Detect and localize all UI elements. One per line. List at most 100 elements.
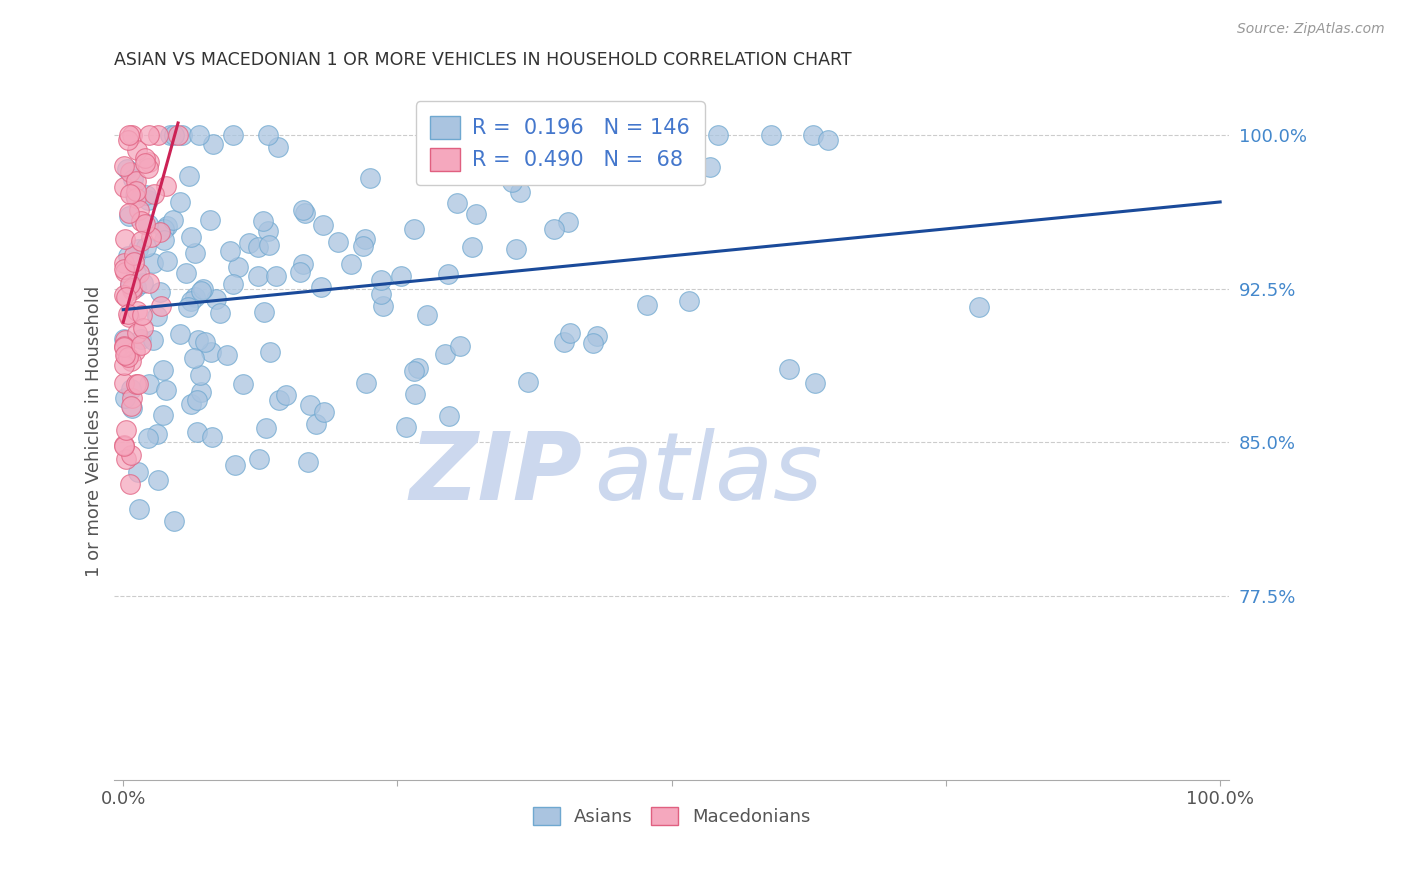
Point (136, 161, 159, 175)
Point (266, 139, 288, 153)
Point (232, 376, 254, 391)
Point (125, 174, 148, 188)
Point (801, 128, 824, 143)
Point (135, 240, 157, 254)
Point (138, 376, 160, 391)
Point (114, 232, 136, 246)
Point (326, 235, 349, 249)
Point (124, 188, 146, 202)
Point (761, 128, 783, 143)
Point (112, 288, 135, 302)
Point (134, 156, 156, 170)
Point (131, 338, 153, 352)
Point (817, 132, 839, 146)
Point (114, 392, 136, 406)
Point (121, 281, 143, 295)
Point (131, 308, 153, 322)
Point (124, 248, 146, 262)
Point (247, 269, 270, 284)
Point (292, 257, 315, 271)
Text: ZIP: ZIP (409, 427, 582, 520)
Point (114, 423, 136, 437)
Point (118, 128, 141, 143)
Point (224, 458, 246, 472)
Point (117, 307, 139, 321)
Point (256, 128, 278, 143)
Point (209, 306, 232, 320)
Point (290, 265, 312, 279)
Point (120, 382, 142, 396)
Point (292, 202, 315, 217)
Point (156, 253, 179, 268)
Point (112, 341, 135, 355)
Point (138, 128, 160, 143)
Point (167, 128, 190, 143)
Point (222, 277, 245, 291)
Point (297, 455, 319, 469)
Point (117, 162, 139, 177)
Point (114, 348, 136, 362)
Point (138, 276, 160, 290)
Point (112, 180, 135, 194)
Point (201, 430, 224, 444)
Point (370, 273, 392, 287)
Point (699, 160, 721, 174)
Point (128, 502, 150, 516)
Point (437, 267, 460, 281)
Point (146, 473, 169, 487)
Point (553, 334, 575, 349)
Point (149, 225, 172, 239)
Point (145, 427, 167, 442)
Point (543, 222, 565, 236)
Point (187, 128, 209, 143)
Point (193, 334, 215, 349)
Point (112, 358, 135, 372)
Point (253, 304, 276, 318)
Point (120, 277, 142, 292)
Point (120, 448, 142, 462)
Point (180, 229, 202, 244)
Point (505, 242, 527, 256)
Point (190, 284, 212, 298)
Point (117, 133, 139, 147)
Point (114, 264, 136, 278)
Point (118, 277, 141, 291)
Point (404, 364, 426, 378)
Legend: Asians, Macedonians: Asians, Macedonians (526, 799, 818, 833)
Point (257, 238, 280, 252)
Text: atlas: atlas (593, 428, 823, 519)
Point (616, 128, 638, 143)
Point (121, 171, 143, 186)
Point (226, 260, 249, 274)
Point (184, 290, 207, 304)
Point (138, 193, 160, 207)
Point (127, 242, 149, 256)
Point (125, 190, 148, 204)
Point (257, 224, 280, 238)
Point (121, 283, 143, 297)
Point (190, 385, 212, 400)
Point (152, 408, 174, 422)
Point (118, 477, 141, 491)
Point (586, 329, 609, 343)
Point (120, 399, 142, 413)
Point (509, 185, 531, 199)
Point (142, 256, 165, 270)
Point (437, 158, 460, 172)
Point (131, 234, 153, 248)
Point (155, 179, 177, 194)
Point (340, 257, 363, 271)
Point (370, 287, 392, 301)
Point (145, 309, 167, 323)
Text: Source: ZipAtlas.com: Source: ZipAtlas.com (1237, 22, 1385, 37)
Point (252, 213, 274, 227)
Point (143, 187, 166, 202)
Point (114, 451, 136, 466)
Point (134, 217, 156, 231)
Point (446, 196, 468, 211)
Point (120, 186, 142, 201)
Point (354, 232, 377, 246)
Point (115, 290, 138, 304)
Point (127, 376, 149, 391)
Point (132, 276, 155, 290)
